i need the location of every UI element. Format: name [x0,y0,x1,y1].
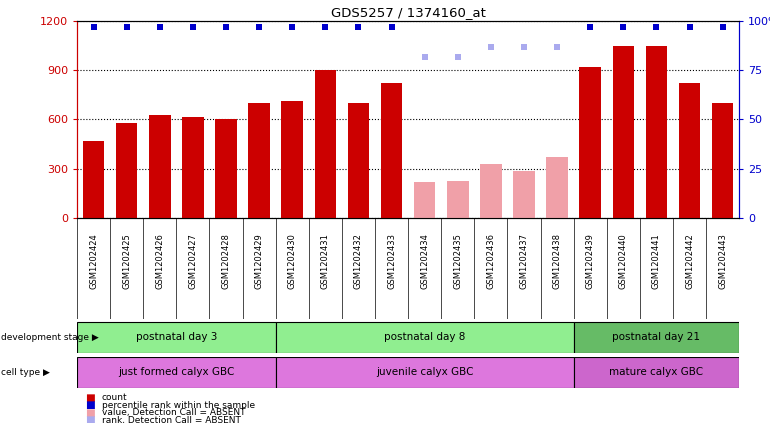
Bar [547,157,567,218]
Bar [282,102,303,218]
Text: ■: ■ [85,408,95,418]
Bar [381,83,402,218]
Bar [679,83,700,218]
Bar [77,322,276,353]
Text: postnatal day 3: postnatal day 3 [136,332,217,342]
Text: rank, Detection Call = ABSENT: rank, Detection Call = ABSENT [102,416,240,423]
Text: GSM1202431: GSM1202431 [321,233,330,289]
Bar [613,46,634,218]
Text: GSM1202433: GSM1202433 [387,233,396,289]
Text: GSM1202443: GSM1202443 [718,233,727,289]
Text: GSM1202429: GSM1202429 [255,233,263,289]
Bar [348,103,369,218]
Bar [149,115,170,218]
Text: ■: ■ [85,400,95,410]
Bar [77,357,276,387]
Bar [447,181,468,218]
Text: ■: ■ [85,415,95,423]
Text: GSM1202439: GSM1202439 [586,233,594,289]
Text: GSM1202424: GSM1202424 [89,233,98,289]
Text: GSM1202428: GSM1202428 [222,233,230,289]
Text: GSM1202437: GSM1202437 [520,233,528,289]
Text: GSM1202440: GSM1202440 [619,233,628,289]
Text: value, Detection Call = ABSENT: value, Detection Call = ABSENT [102,408,245,418]
Text: development stage ▶: development stage ▶ [1,333,99,342]
Text: GSM1202438: GSM1202438 [553,233,561,289]
Text: GSM1202425: GSM1202425 [122,233,131,289]
Bar [580,67,601,218]
Bar [315,69,336,218]
Text: GSM1202427: GSM1202427 [189,233,197,289]
Bar [414,182,435,218]
Text: GSM1202426: GSM1202426 [156,233,164,289]
Text: GSM1202442: GSM1202442 [685,233,694,289]
Bar [480,164,501,218]
Bar [276,322,574,353]
Bar [182,117,203,218]
Bar [646,46,667,218]
Text: count: count [102,393,127,402]
Text: juvenile calyx GBC: juvenile calyx GBC [376,368,474,377]
Bar [712,103,733,218]
Bar [574,322,739,353]
Bar [216,119,236,218]
Text: cell type ▶: cell type ▶ [1,368,49,377]
Bar [116,123,137,218]
Text: ■: ■ [85,393,95,403]
Text: GSM1202436: GSM1202436 [487,233,495,289]
Text: GSM1202430: GSM1202430 [288,233,296,289]
Text: just formed calyx GBC: just formed calyx GBC [118,368,235,377]
Text: mature calyx GBC: mature calyx GBC [609,368,704,377]
Text: postnatal day 21: postnatal day 21 [612,332,701,342]
Text: GSM1202435: GSM1202435 [454,233,462,289]
Bar [276,357,574,387]
Text: postnatal day 8: postnatal day 8 [384,332,465,342]
Bar [249,103,270,218]
Text: GSM1202441: GSM1202441 [652,233,661,289]
Text: GSM1202434: GSM1202434 [420,233,429,289]
Bar [514,171,534,218]
Text: percentile rank within the sample: percentile rank within the sample [102,401,255,410]
Text: GSM1202432: GSM1202432 [354,233,363,289]
Title: GDS5257 / 1374160_at: GDS5257 / 1374160_at [330,5,486,19]
Bar [574,357,739,387]
Bar [83,141,104,218]
